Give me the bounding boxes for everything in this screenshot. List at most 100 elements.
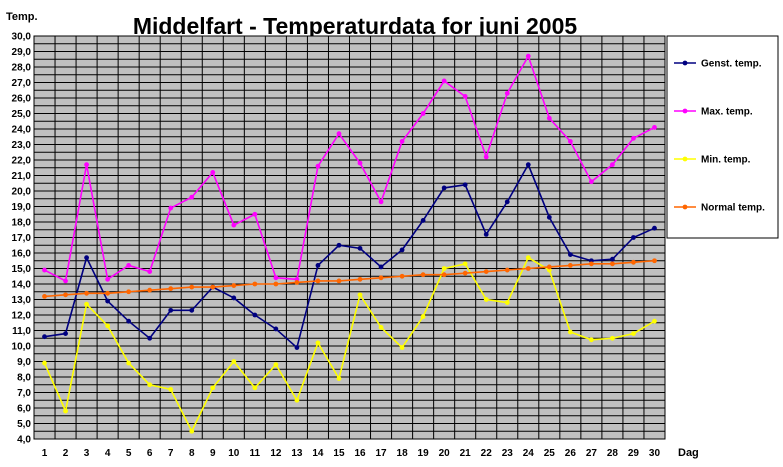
data-point	[231, 222, 237, 228]
data-point	[441, 78, 447, 84]
data-point	[105, 323, 111, 329]
data-point	[399, 273, 405, 279]
data-point	[252, 281, 258, 287]
y-tick-label: 17,0	[12, 233, 32, 244]
data-point	[273, 362, 279, 367]
y-tick-label: 5,0	[17, 419, 31, 430]
data-point	[189, 194, 195, 200]
y-tick-label: 30,0	[12, 32, 32, 43]
data-point	[126, 360, 132, 366]
data-point	[126, 263, 132, 268]
data-point	[399, 247, 405, 253]
x-tick-label: 17	[375, 448, 387, 459]
data-point	[567, 252, 573, 257]
data-point	[378, 264, 384, 270]
data-point	[441, 185, 447, 191]
y-tick-label: 18,0	[12, 218, 32, 229]
y-tick-label: 19,0	[12, 202, 32, 213]
x-tick-label: 27	[586, 448, 598, 459]
data-point	[504, 300, 510, 305]
x-tick-label: 13	[291, 448, 303, 459]
y-tick-label: 6,0	[17, 404, 31, 415]
data-point	[63, 278, 68, 284]
data-point	[525, 266, 531, 271]
data-point	[336, 242, 342, 248]
data-point	[168, 387, 174, 392]
data-point	[462, 261, 468, 267]
y-tick-label: 10,0	[12, 342, 32, 353]
data-point	[252, 312, 258, 318]
data-point	[631, 135, 636, 141]
y-tick-label: 16,0	[12, 249, 32, 260]
data-point	[483, 154, 489, 160]
x-tick-label: 18	[397, 448, 409, 459]
data-point	[399, 139, 405, 144]
x-tick-label: 29	[628, 448, 640, 459]
x-tick-label: 24	[523, 448, 535, 459]
data-point	[168, 205, 174, 211]
data-point	[357, 292, 363, 298]
legend-swatch-marker	[682, 60, 688, 66]
data-point	[588, 261, 594, 267]
data-point	[168, 286, 174, 292]
data-point	[42, 294, 47, 299]
data-point	[294, 397, 300, 403]
data-point	[84, 290, 89, 296]
y-tick-label: 21,0	[12, 171, 32, 182]
data-point	[462, 94, 468, 99]
y-tick-label: 20,0	[12, 187, 32, 198]
gridlines	[34, 36, 665, 439]
data-point	[147, 382, 153, 388]
data-point	[483, 297, 489, 302]
data-point	[357, 160, 363, 166]
data-point	[168, 307, 174, 313]
data-point	[273, 275, 279, 281]
y-tick-label: 28,0	[12, 63, 32, 74]
data-point	[546, 115, 552, 121]
legend-swatch-marker	[682, 108, 688, 114]
data-point	[252, 385, 258, 391]
data-point	[631, 235, 636, 240]
data-point	[273, 326, 279, 332]
data-point	[546, 264, 552, 270]
x-tick-label: 14	[312, 448, 324, 459]
data-point	[210, 284, 216, 290]
x-tick-label: 2	[63, 448, 69, 459]
data-point	[42, 334, 47, 340]
data-point	[126, 289, 132, 295]
data-point	[63, 331, 68, 336]
data-point	[42, 360, 47, 366]
data-point	[315, 278, 321, 284]
x-tick-label: 25	[544, 448, 556, 459]
data-point	[315, 263, 321, 268]
data-point	[588, 179, 594, 185]
data-point	[315, 163, 321, 169]
x-tick-label: 8	[189, 448, 195, 459]
data-point	[546, 214, 552, 220]
data-point	[504, 199, 510, 205]
data-point	[210, 170, 216, 175]
data-point	[189, 284, 195, 290]
legend-box	[666, 35, 779, 239]
data-point	[315, 340, 321, 346]
y-tick-label: 14,0	[12, 280, 32, 291]
data-point	[441, 266, 447, 271]
y-tick-label: 23,0	[12, 140, 32, 151]
x-tick-label: 12	[270, 448, 282, 459]
y-tick-label: 27,0	[12, 78, 32, 89]
y-tick-label: 24,0	[12, 125, 32, 136]
y-tick-label: 15,0	[12, 264, 32, 275]
x-tick-label: 30	[649, 448, 661, 459]
y-tick-label: 12,0	[12, 311, 32, 322]
y-tick-label: 9,0	[17, 357, 31, 368]
data-point	[210, 385, 216, 391]
x-tick-label: 20	[439, 448, 451, 459]
data-point	[462, 270, 468, 276]
y-tick-label: 8,0	[17, 373, 31, 384]
data-point	[525, 53, 531, 59]
data-point	[567, 329, 573, 335]
data-point	[420, 218, 426, 223]
x-tick-label: 3	[84, 448, 90, 459]
y-tick-label: 29,0	[12, 47, 32, 58]
y-tick-label: 13,0	[12, 295, 32, 306]
